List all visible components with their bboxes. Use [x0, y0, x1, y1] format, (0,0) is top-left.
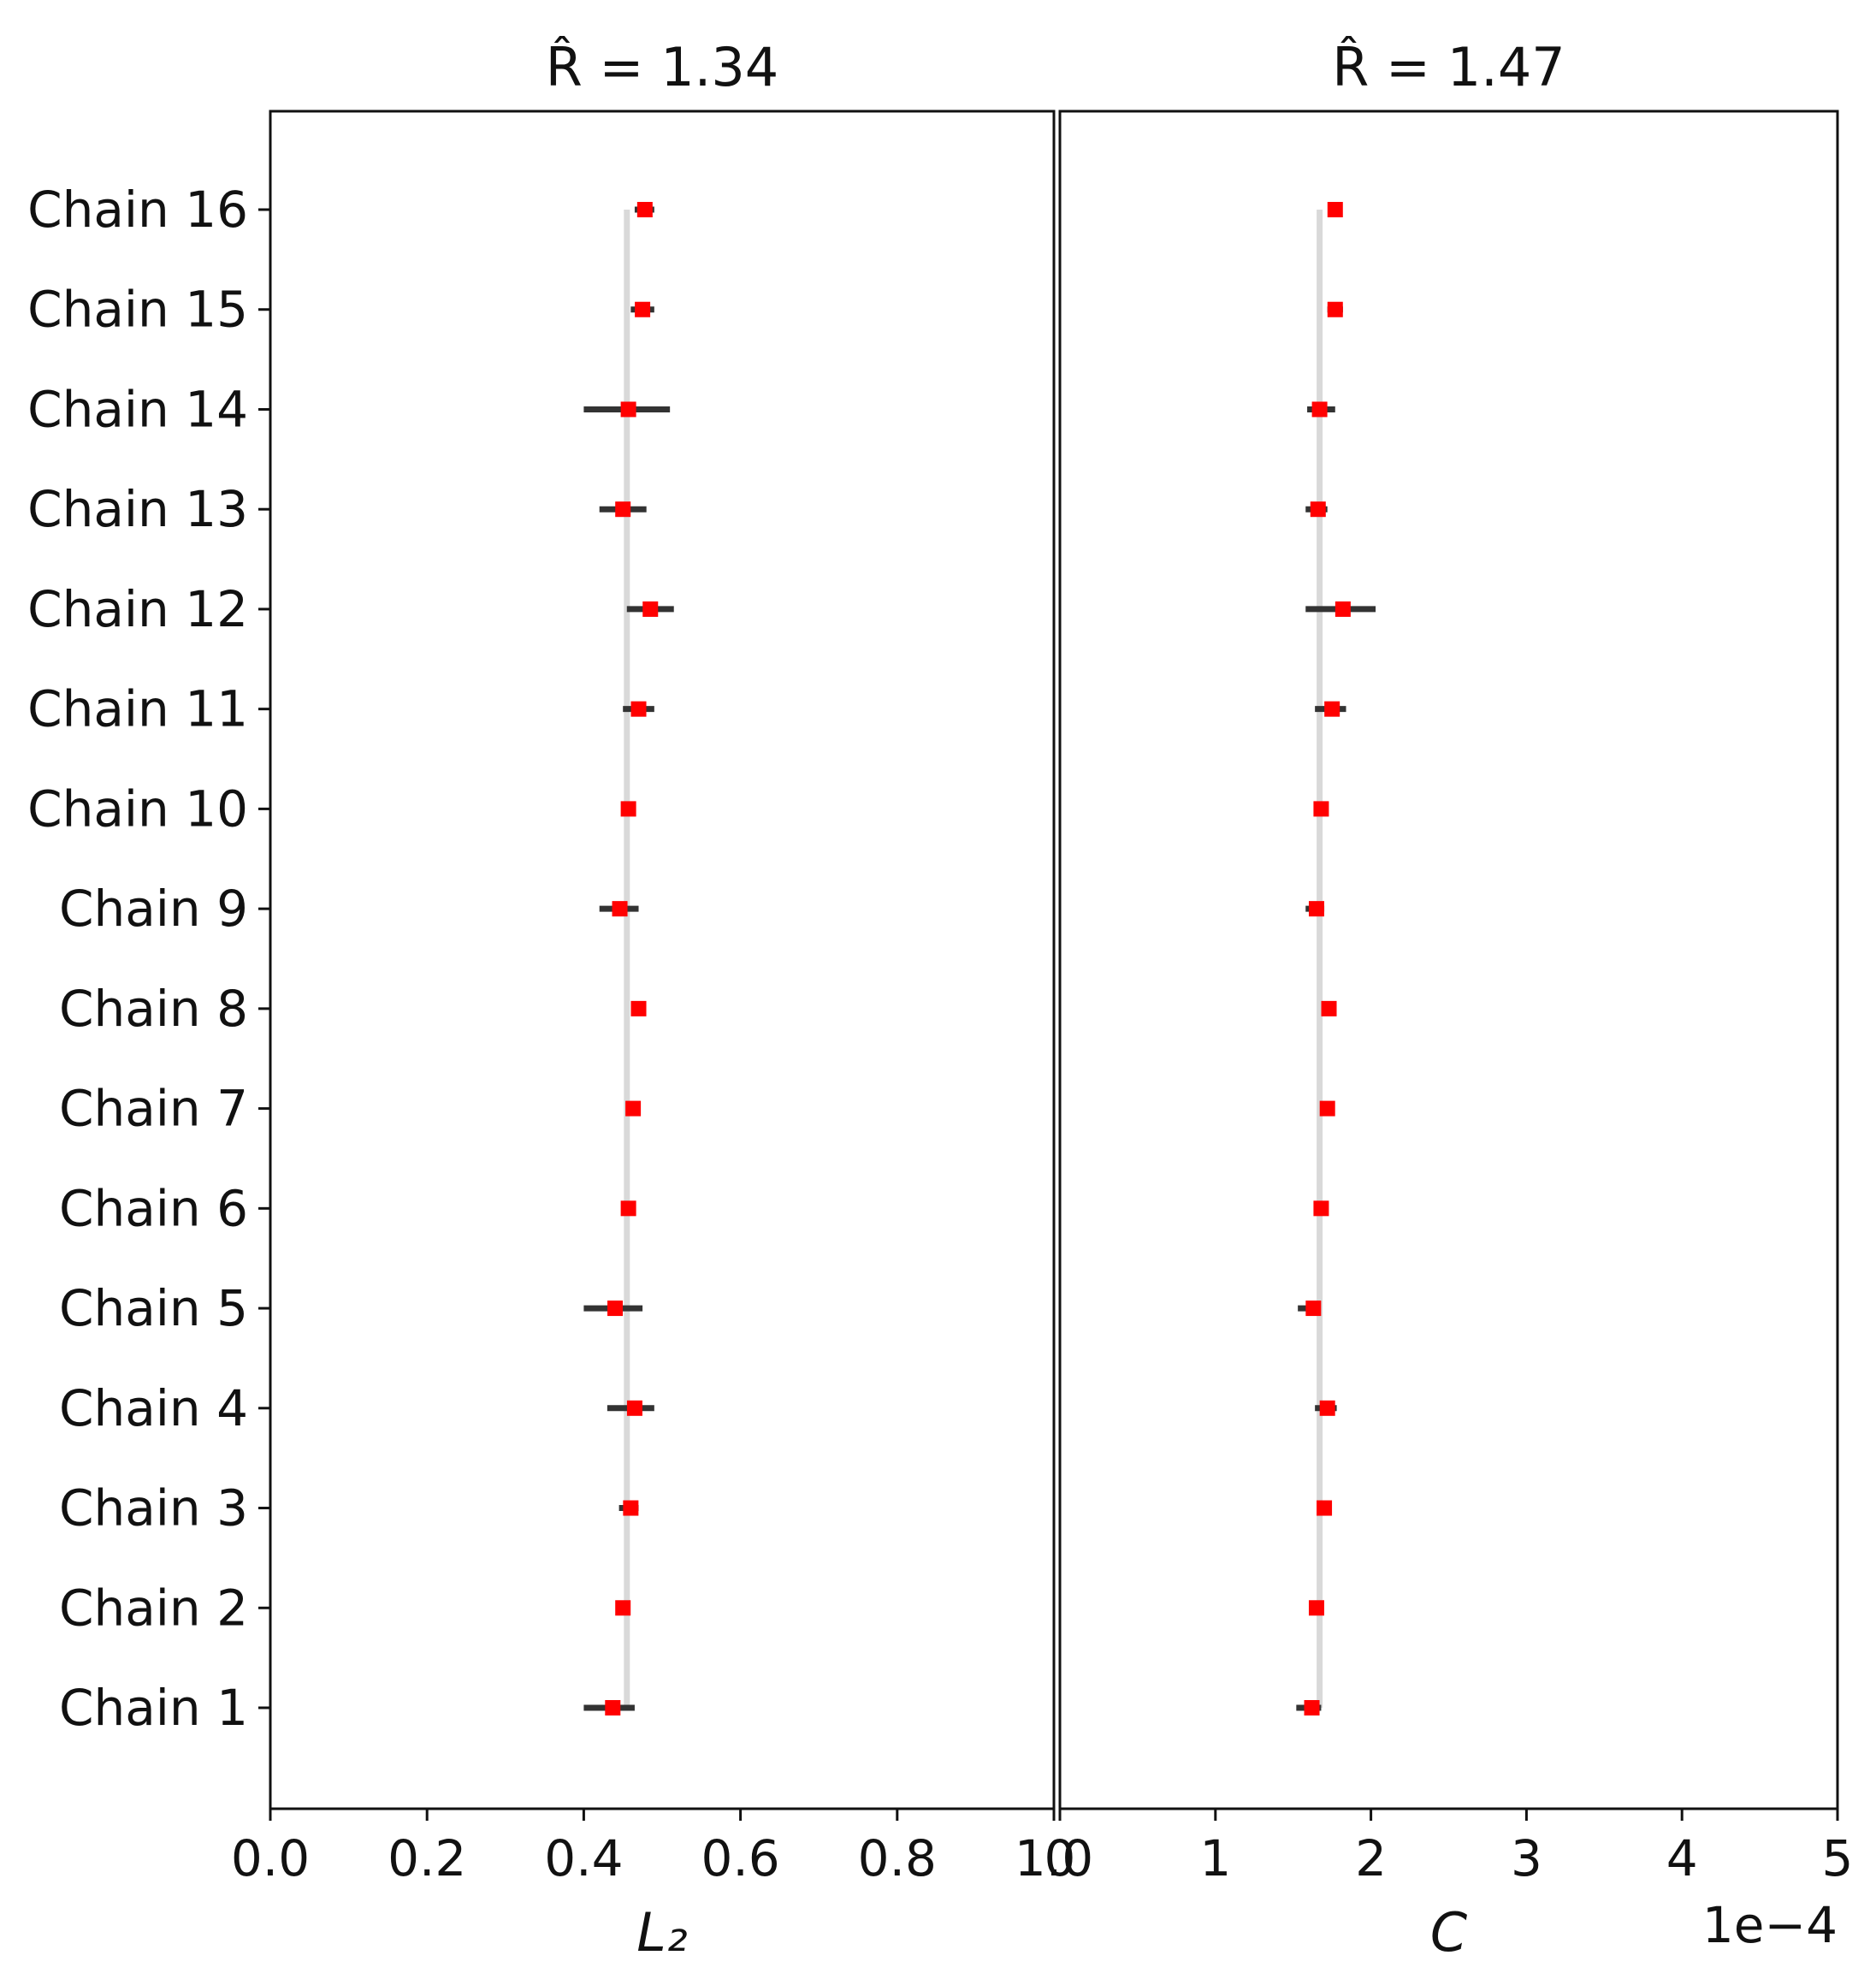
y-tick-label: Chain 9 [59, 880, 248, 938]
chart-panel-1: Chain 1 Chain 2 Chain 3 Chain 4 Chain 5 Chain… [27, 36, 1093, 1964]
x-tick-label: 0.4 [544, 1829, 623, 1887]
mean-marker [1308, 901, 1324, 917]
y-tick-label: Chain 2 [59, 1579, 248, 1637]
x-tick-label: 4 [1666, 1829, 1698, 1887]
mean-marker [615, 501, 631, 518]
mean-marker [1304, 1700, 1320, 1715]
mean-marker [620, 401, 636, 418]
panel-title: R̂ = 1.47 [1332, 36, 1565, 98]
y-tick-label: Chain 7 [59, 1080, 248, 1138]
mean-marker [605, 1700, 621, 1715]
mean-marker [1313, 801, 1329, 817]
x-tick-label: 1 [1199, 1829, 1231, 1887]
mean-marker [630, 1000, 647, 1016]
mean-marker [607, 1301, 624, 1317]
x-tick-label: 0.6 [701, 1829, 779, 1887]
y-tick-label: Chain 14 [27, 380, 248, 438]
mean-marker [1310, 501, 1326, 518]
mean-marker [1319, 1100, 1335, 1117]
mean-marker [626, 1400, 642, 1416]
plot-frame [1058, 110, 1839, 1810]
x-axis-label: C [1430, 1901, 1468, 1964]
mean-marker [620, 801, 636, 817]
x-tick-label: 3 [1511, 1829, 1542, 1887]
mean-marker [625, 1100, 642, 1117]
y-tick-label: Chain 12 [27, 580, 248, 638]
mean-marker [1311, 401, 1328, 418]
plot-frame [269, 110, 1056, 1810]
mean-marker [1327, 301, 1343, 317]
mean-marker [635, 301, 651, 317]
mean-marker [630, 701, 647, 717]
y-tick-label: Chain 16 [27, 181, 248, 239]
mean-marker [620, 1200, 636, 1217]
x-axis-label: L₂ [636, 1901, 687, 1964]
y-tick-label: Chain 4 [59, 1379, 248, 1437]
mean-marker [1321, 1000, 1337, 1016]
x-tick-label: 0.8 [858, 1829, 937, 1887]
mean-marker [1335, 601, 1351, 617]
y-tick-label: Chain 11 [27, 680, 248, 738]
mean-marker [1313, 1200, 1329, 1217]
x-scale-offset-label: 1e−4 [1702, 1896, 1838, 1954]
mean-marker [615, 1600, 631, 1616]
y-tick-label: Chain 3 [59, 1479, 248, 1538]
mean-marker [1324, 701, 1340, 717]
x-tick-label: 2 [1355, 1829, 1387, 1887]
y-tick-label: Chain 8 [59, 980, 248, 1038]
mean-marker [1305, 1301, 1322, 1317]
mean-marker [1308, 1600, 1324, 1616]
x-tick-label: 5 [1822, 1829, 1854, 1887]
y-tick-label: Chain 13 [27, 480, 248, 538]
mean-marker [642, 601, 659, 617]
y-tick-label: Chain 5 [59, 1279, 248, 1337]
x-tick-label: 0.0 [231, 1829, 310, 1887]
y-tick-label: Chain 6 [59, 1179, 248, 1237]
x-tick-label: 0 [1045, 1829, 1076, 1887]
mean-marker [636, 202, 653, 217]
x-tick-label: 1.0 [1015, 1829, 1093, 1887]
y-tick-label: Chain 15 [27, 281, 248, 339]
mean-marker [1317, 1500, 1333, 1516]
y-tick-label: Chain 1 [59, 1679, 248, 1737]
chart-panel-2: 0 1 2 3 4 5 R̂ = 1.47 C 1e−4 [1045, 36, 1854, 1964]
mean-marker [612, 901, 628, 917]
mean-marker [623, 1500, 639, 1516]
mean-marker [1327, 202, 1343, 217]
x-tick-label: 0.2 [388, 1829, 466, 1887]
mean-marker [1319, 1400, 1335, 1416]
panel-title: R̂ = 1.34 [546, 36, 779, 98]
y-tick-label: Chain 10 [27, 779, 248, 838]
